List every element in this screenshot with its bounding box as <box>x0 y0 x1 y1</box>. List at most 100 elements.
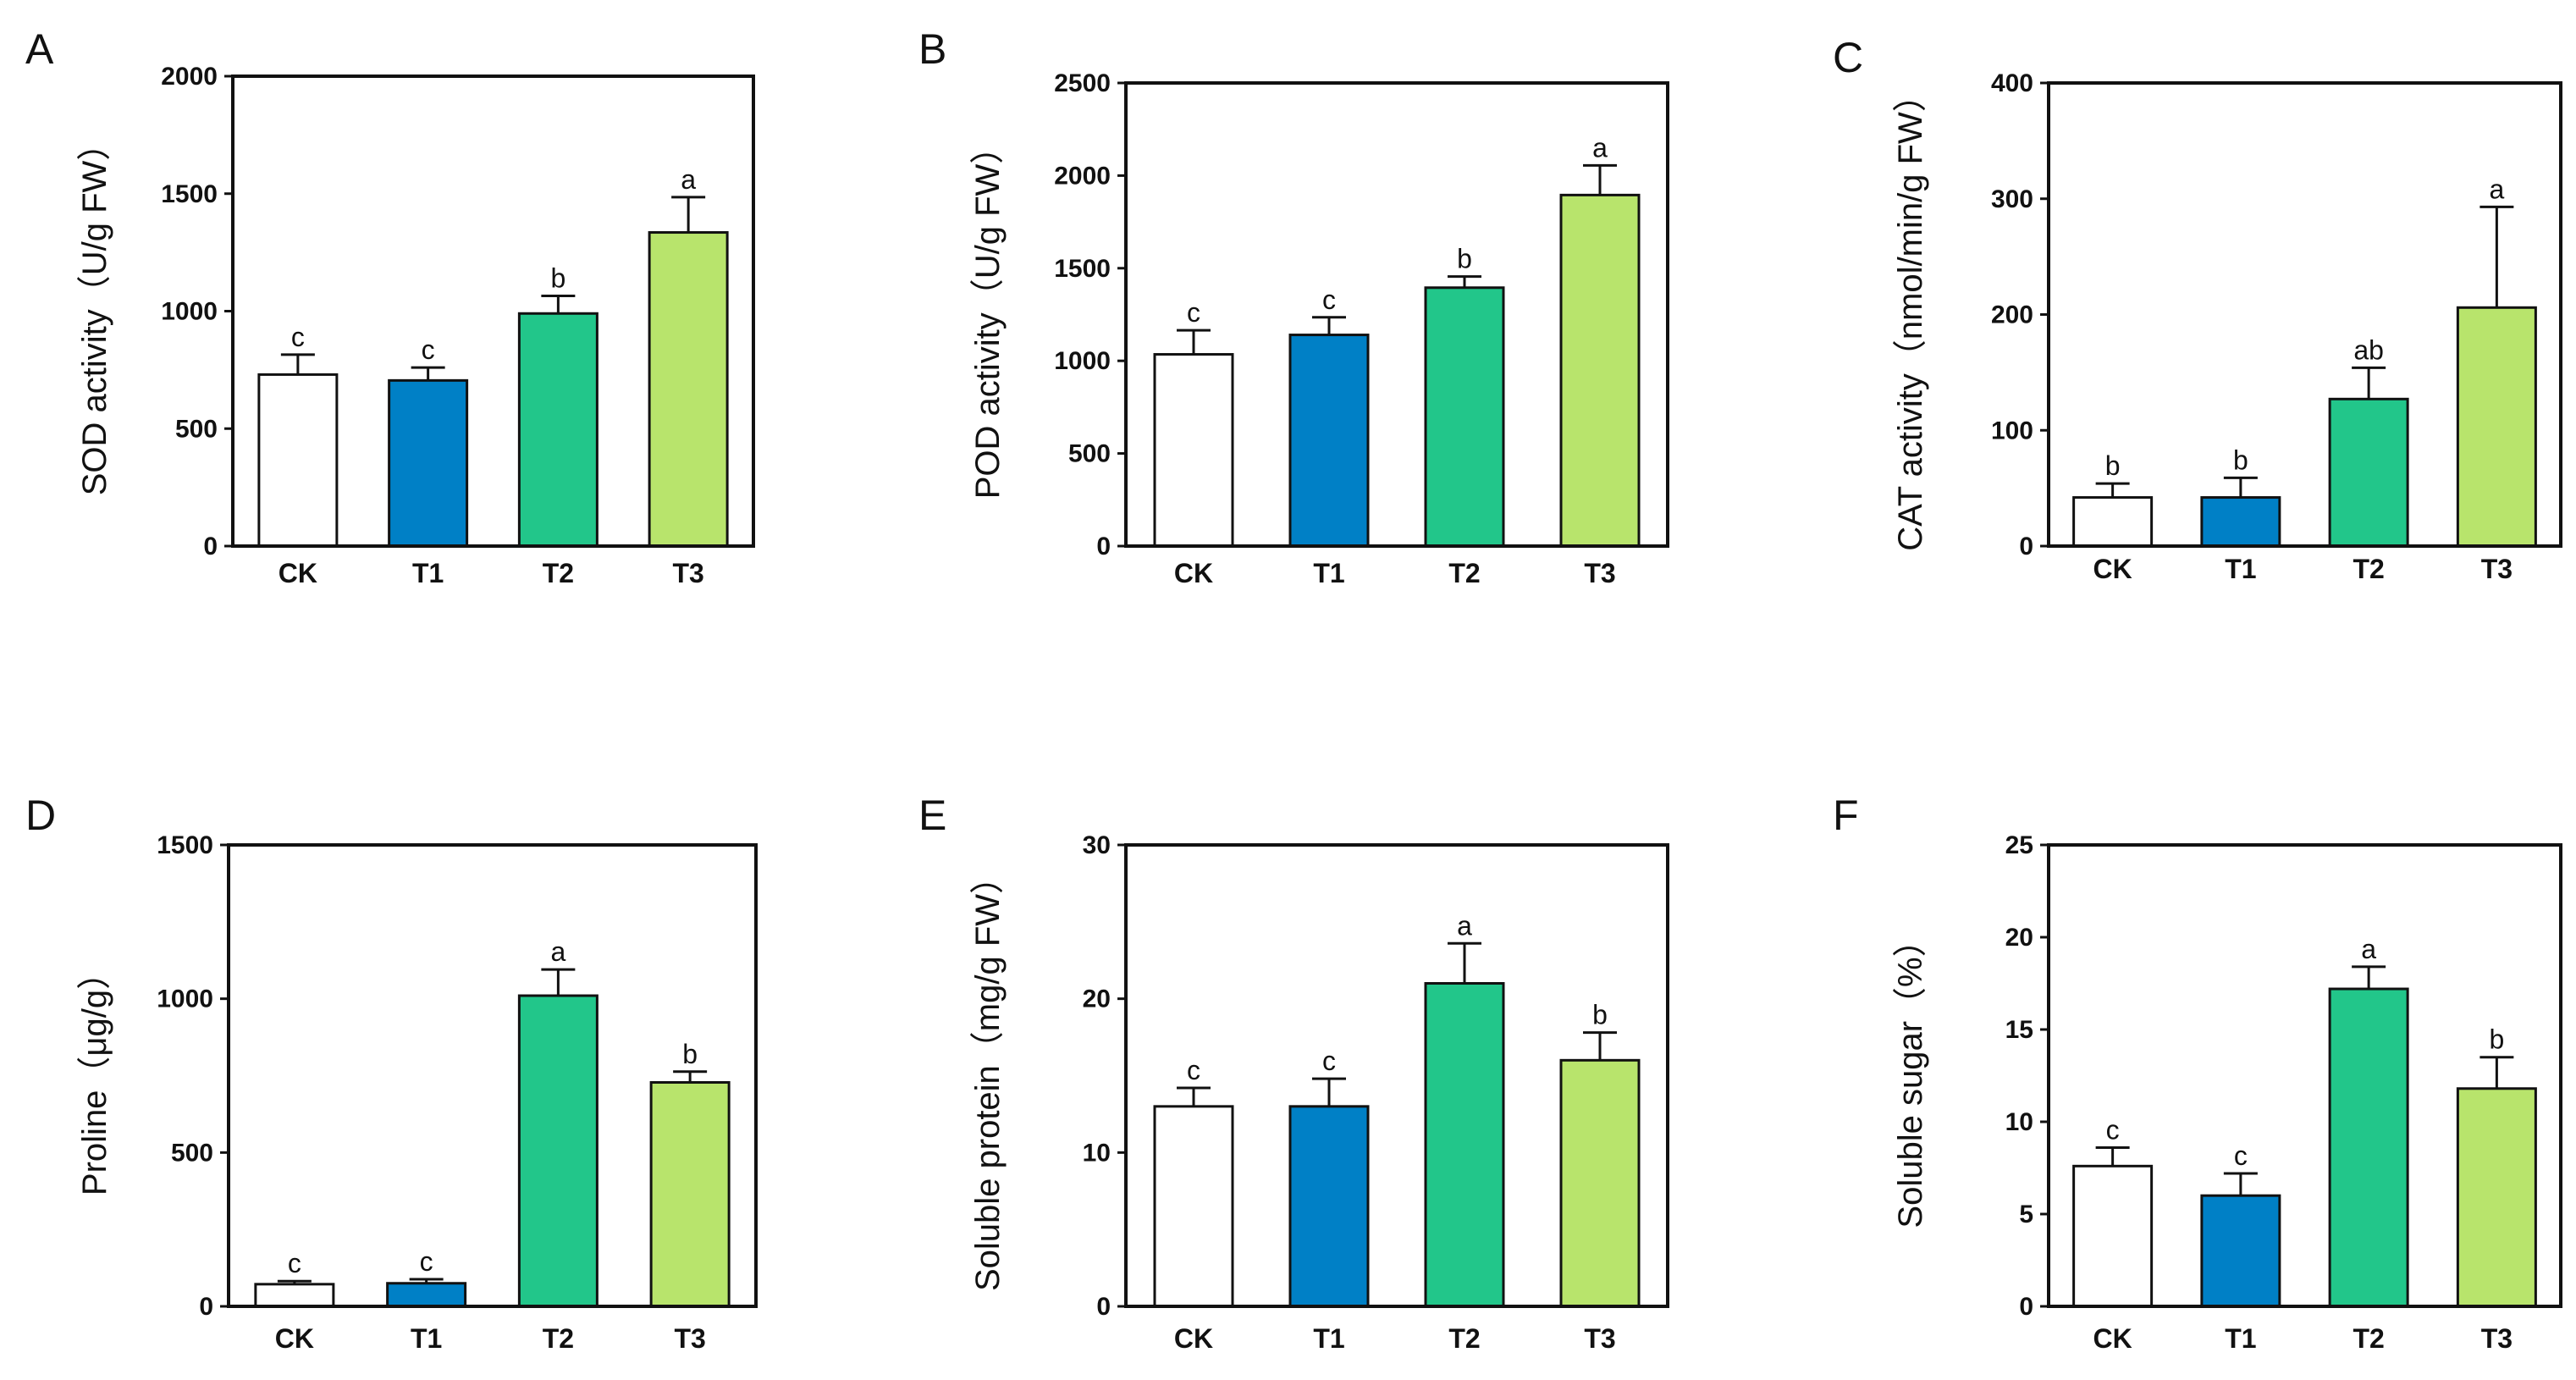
category-label: T3 <box>672 558 703 588</box>
y-axis-title: CAT activity（nmol/min/g FW） <box>1892 78 1929 551</box>
significance-label: c <box>422 334 435 365</box>
bar-t2 <box>1424 286 1505 548</box>
y-tick-label: 0 <box>203 533 218 560</box>
y-tick-label: 5 <box>2019 1201 2033 1228</box>
y-tick-label: 25 <box>2005 831 2033 859</box>
bar-t2 <box>2328 987 2409 1308</box>
y-tick-label: 0 <box>1096 533 1111 560</box>
y-tick-label: 500 <box>171 1139 213 1167</box>
panel-e: Ec CK c T1 a T2 b T3 0 10 20 30 Soluble protein（mg/g… <box>918 792 1669 1354</box>
y-axis-title: SOD activity（U/g FW） <box>76 127 113 496</box>
bar-ck <box>2072 496 2154 548</box>
bar-t3 <box>2456 306 2537 548</box>
category-label: CK <box>1174 558 1213 588</box>
y-tick-label: 400 <box>1991 69 2033 97</box>
significance-label: b <box>1457 244 1472 274</box>
significance-label: c <box>288 1248 301 1278</box>
y-tick-label: 1000 <box>161 298 218 326</box>
y-tick-label: 0 <box>199 1293 213 1321</box>
category-label: T3 <box>1584 558 1615 588</box>
bar-ck <box>1153 353 1234 548</box>
y-axis-title: Proline（μg/g） <box>76 956 113 1195</box>
significance-label: b <box>2489 1024 2504 1055</box>
significance-label: a <box>1457 910 1472 941</box>
category-label: T3 <box>2481 1323 2513 1354</box>
y-axis-title: Soluble sugar（%） <box>1892 923 1929 1228</box>
bar-t2 <box>1424 982 1505 1308</box>
category-label: T1 <box>412 558 444 588</box>
bar-t2 <box>2328 397 2409 548</box>
significance-label: c <box>1322 1046 1336 1076</box>
bar-t3 <box>648 231 729 548</box>
y-tick-label: 2500 <box>1054 69 1111 97</box>
category-label: T3 <box>674 1323 705 1354</box>
bar-t3 <box>1559 193 1641 548</box>
category-label: CK <box>2093 1323 2132 1354</box>
bar-t1 <box>388 378 469 548</box>
category-label: T2 <box>2353 554 2384 584</box>
significance-label: c <box>1187 297 1200 328</box>
significance-label: b <box>2233 444 2248 475</box>
significance-label: c <box>1322 284 1336 315</box>
y-tick-label: 10 <box>2005 1108 2033 1136</box>
y-tick-label: 30 <box>1083 831 1111 859</box>
y-tick-label: 0 <box>1096 1293 1111 1321</box>
category-label: T2 <box>1448 1323 1480 1354</box>
significance-label: c <box>1187 1055 1200 1085</box>
category-label: T1 <box>411 1323 442 1354</box>
bar-ck <box>254 1283 335 1308</box>
significance-label: a <box>681 164 696 195</box>
category-label: T2 <box>543 1323 574 1354</box>
category-label: CK <box>275 1323 314 1354</box>
category-label: T1 <box>2225 554 2256 584</box>
panel-d: Dc CK c T1 a T2 b T3 0 500 1000 1500 Proline（μg/g） <box>25 792 758 1354</box>
category-label: T3 <box>2481 554 2513 584</box>
panel-letter: D <box>25 792 56 839</box>
significance-label: c <box>291 322 305 352</box>
bar-t1 <box>1288 1105 1370 1308</box>
y-tick-label: 1000 <box>1054 347 1111 375</box>
category-label: T2 <box>2353 1323 2384 1354</box>
y-axis-title: Soluble protein（mg/g FW） <box>969 860 1007 1291</box>
y-tick-label: 2000 <box>161 63 218 91</box>
y-tick-label: 15 <box>2005 1016 2033 1044</box>
category-label: T2 <box>1448 558 1480 588</box>
y-tick-label: 1000 <box>157 985 213 1013</box>
category-label: CK <box>1174 1323 1213 1354</box>
y-tick-label: 1500 <box>161 180 218 208</box>
y-tick-label: 2000 <box>1054 162 1111 190</box>
plot-frame <box>2047 843 2562 1308</box>
y-tick-label: 500 <box>1068 440 1111 468</box>
bar-t2 <box>517 312 598 548</box>
y-tick-label: 20 <box>2005 924 2033 952</box>
panel-letter: A <box>25 25 54 73</box>
bar-ck <box>2072 1164 2154 1308</box>
plot-frame <box>231 75 755 548</box>
bar-t1 <box>2200 1194 2281 1308</box>
category-label: T1 <box>1313 558 1344 588</box>
y-tick-label: 0 <box>2019 1293 2033 1321</box>
category-label: T2 <box>543 558 574 588</box>
y-tick-label: 100 <box>1991 417 2033 444</box>
y-axis-title: POD activity（U/g FW） <box>969 130 1007 500</box>
panel-letter: B <box>918 25 946 73</box>
category-label: CK <box>279 558 317 588</box>
bar-ck <box>257 373 339 548</box>
category-label: T3 <box>1584 1323 1615 1354</box>
panel-letter: C <box>1833 34 1863 81</box>
plot-frame <box>1124 843 1669 1308</box>
panel-c: Cb CK b T1 ab T2 a T3 0 100 200 300 400 CAT activity（… <box>1833 34 2562 584</box>
category-label: T1 <box>2225 1323 2256 1354</box>
bar-t3 <box>649 1080 731 1308</box>
plot-frame <box>1124 81 1669 548</box>
bar-t1 <box>2200 496 2281 548</box>
panel-b: Bc CK c T1 b T2 a T3 0 500 1000 1500 2000 2500 POD act… <box>918 25 1669 588</box>
category-label: CK <box>2093 554 2132 584</box>
panel-letter: E <box>918 792 946 839</box>
bar-t1 <box>1288 334 1370 548</box>
y-tick-label: 500 <box>175 415 218 443</box>
significance-label: c <box>420 1246 433 1277</box>
category-label: T1 <box>1313 1323 1344 1354</box>
bar-t2 <box>517 994 598 1308</box>
y-tick-label: 1500 <box>1054 255 1111 283</box>
